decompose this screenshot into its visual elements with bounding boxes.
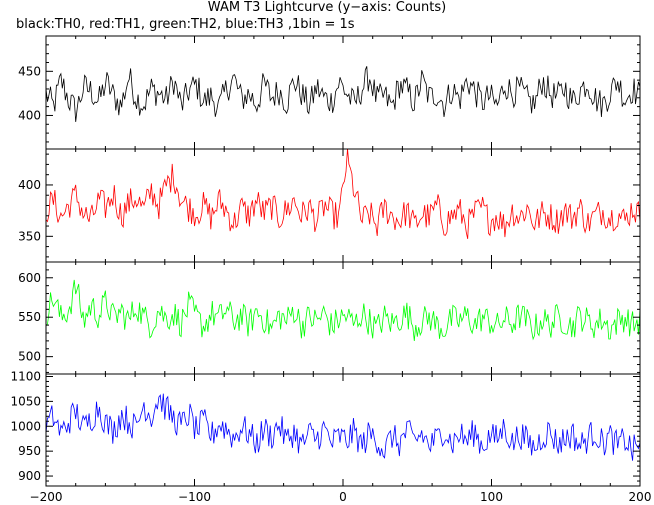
series-th3-line [46,393,640,461]
x-tick-label: −100 [178,490,211,504]
x-tick-label: 100 [480,490,503,504]
y-tick-label: 400 [18,108,41,122]
panel-frame-th0 [45,35,641,150]
y-tick-label: 550 [18,310,41,324]
y-tick-label: 950 [18,444,41,458]
chart-title: WAM T3 Lightcurve (y−axis: Counts) [207,0,447,15]
y-tick-label: 900 [18,469,41,483]
series-th2-line [46,279,640,341]
y-tick-label: 500 [18,350,41,364]
y-tick-label: 600 [18,271,41,285]
panel-frame-th3 [45,373,641,487]
y-tick-label: 400 [18,178,41,192]
y-tick-label: 1100 [10,369,41,383]
y-tick-label: 1000 [10,419,41,433]
y-tick-label: 1050 [10,394,41,408]
series-th0-line [46,66,640,122]
y-tick-label: 350 [18,229,41,243]
series-th1-line [46,149,640,239]
x-tick-label: 200 [629,490,652,504]
x-tick-label: −200 [30,490,63,504]
panel-frame-th2 [45,261,641,375]
chart-subtitle: black:TH0, red:TH1, green:TH2, blue:TH3 … [16,17,355,32]
y-tick-label: 450 [18,64,41,78]
x-tick-label: 0 [339,490,347,504]
